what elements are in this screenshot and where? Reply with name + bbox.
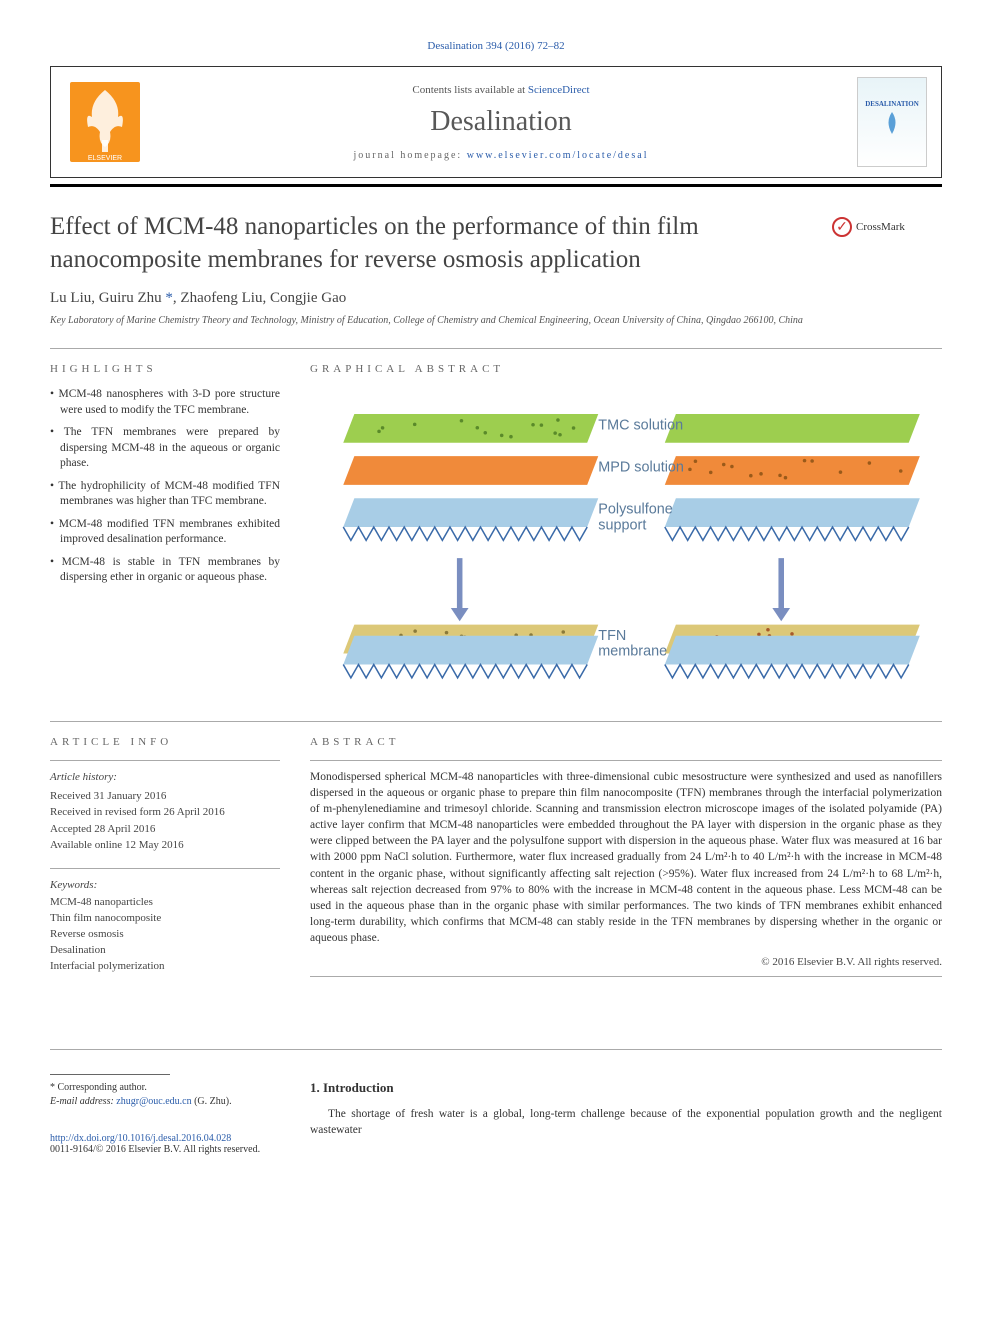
highlight-item: MCM-48 is stable in TFN membranes by dis…	[50, 555, 280, 586]
doi-block: http://dx.doi.org/10.1016/j.desal.2016.0…	[50, 1133, 280, 1155]
issn-line: 0011-9164/© 2016 Elsevier B.V. All right…	[50, 1144, 260, 1155]
author-email-link[interactable]: zhugr@ouc.edu.cn	[116, 1096, 191, 1107]
history-label: Article history:	[50, 769, 280, 786]
abstract-text: Monodispersed spherical MCM-48 nanoparti…	[310, 769, 942, 946]
journal-citation: Desalination 394 (2016) 72–82	[50, 40, 942, 52]
journal-header: ELSEVIER Contents lists available at Sci…	[50, 66, 942, 178]
svg-text:TMC solution: TMC solution	[598, 417, 683, 433]
copyright-line: © 2016 Elsevier B.V. All rights reserved…	[310, 956, 942, 968]
keywords-block: Keywords: MCM-48 nanoparticles Thin film…	[50, 877, 280, 975]
journal-homepage-link[interactable]: www.elsevier.com/locate/desal	[467, 150, 649, 161]
svg-text:TFN: TFN	[598, 628, 626, 644]
rule-above-highlights	[50, 348, 942, 349]
highlight-item: The hydrophilicity of MCM-48 modified TF…	[50, 479, 280, 510]
header-rule	[50, 184, 942, 187]
keyword-item: Reverse osmosis	[50, 927, 280, 943]
doi-link[interactable]: http://dx.doi.org/10.1016/j.desal.2016.0…	[50, 1133, 231, 1144]
article-history-block: Article history: Received 31 January 201…	[50, 769, 280, 854]
keywords-rule	[50, 868, 280, 869]
crossmark-icon: ✓	[832, 217, 852, 237]
history-line: Received in revised form 26 April 2016	[50, 804, 280, 821]
svg-text:membrane: membrane	[598, 644, 667, 660]
highlight-item: MCM-48 modified TFN membranes exhibited …	[50, 517, 280, 548]
highlight-item: The TFN membranes were prepared by dispe…	[50, 425, 280, 472]
journal-homepage-line: journal homepage: www.elsevier.com/locat…	[145, 150, 857, 161]
keyword-item: MCM-48 nanoparticles	[50, 895, 280, 911]
keyword-item: Thin film nanocomposite	[50, 911, 280, 927]
svg-text:Polysulfone: Polysulfone	[598, 502, 672, 518]
rule-above-intro	[50, 1049, 942, 1050]
crossmark-badge[interactable]: ✓ CrossMark	[832, 211, 942, 237]
journal-cover-thumb: DESALINATION	[857, 77, 927, 167]
crossmark-label: CrossMark	[856, 221, 905, 233]
keyword-item: Desalination	[50, 943, 280, 959]
elsevier-logo-icon: ELSEVIER	[65, 77, 145, 167]
elsevier-text: ELSEVIER	[88, 155, 122, 162]
sciencedirect-link[interactable]: ScienceDirect	[528, 84, 590, 96]
graphical-abstract-heading: GRAPHICAL ABSTRACT	[310, 363, 942, 375]
paper-title: Effect of MCM-48 nanoparticles on the pe…	[50, 211, 832, 276]
section-1-heading: 1. Introduction	[310, 1080, 942, 1096]
abstract-rule	[310, 760, 942, 761]
section-1-text: The shortage of fresh water is a global,…	[310, 1106, 942, 1138]
highlight-item: MCM-48 nanospheres with 3-D pore structu…	[50, 387, 280, 418]
graphical-abstract: TMC solution MPD solution Polysulfonesuppo…	[310, 387, 942, 711]
footnote-rule	[50, 1074, 170, 1075]
corresponding-author-footnote: * Corresponding author. E-mail address: …	[50, 1081, 280, 1109]
history-line: Accepted 28 April 2016	[50, 821, 280, 838]
highlights-list: MCM-48 nanospheres with 3-D pore structu…	[50, 387, 280, 586]
author-list: Lu Liu, Guiru Zhu *, Zhaofeng Liu, Congj…	[50, 290, 942, 307]
highlights-heading: HIGHLIGHTS	[50, 363, 280, 375]
contents-available-line: Contents lists available at ScienceDirec…	[145, 84, 857, 96]
corresponding-marker[interactable]: *	[165, 290, 173, 306]
history-line: Available online 12 May 2016	[50, 837, 280, 854]
keywords-label: Keywords:	[50, 877, 280, 894]
history-line: Received 31 January 2016	[50, 788, 280, 805]
svg-text:support: support	[598, 517, 646, 533]
article-info-heading: ARTICLE INFO	[50, 736, 280, 748]
journal-name: Desalination	[145, 106, 857, 138]
affiliation: Key Laboratory of Marine Chemistry Theor…	[50, 315, 942, 326]
article-info-rule	[50, 760, 280, 761]
rule-above-abstract	[50, 721, 942, 722]
abstract-bottom-rule	[310, 976, 942, 977]
keyword-item: Interfacial polymerization	[50, 959, 280, 975]
abstract-heading: ABSTRACT	[310, 736, 942, 748]
svg-text:MPD solution: MPD solution	[598, 460, 684, 476]
